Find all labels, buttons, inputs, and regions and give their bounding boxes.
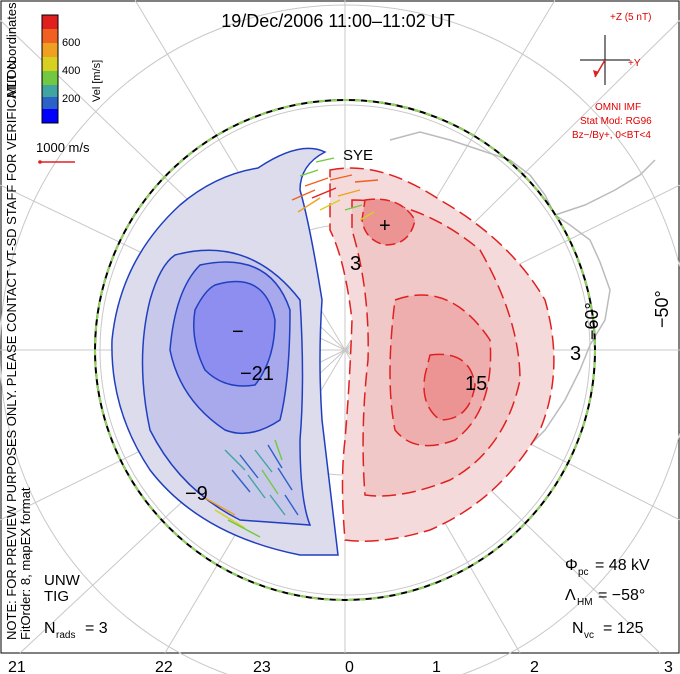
fit-order-note: FitOrder: 8, mapEX format <box>18 487 33 640</box>
preview-note: NOTE: FOR PREVIEW PURPOSES ONLY. PLEASE … <box>4 56 19 640</box>
velocity-vectors-nightside <box>204 439 299 538</box>
mlt-label-23: 23 <box>253 659 271 674</box>
mlt-label-0: 0 <box>345 659 354 674</box>
svg-text:N: N <box>44 620 56 637</box>
svg-text:rads: rads <box>56 630 75 641</box>
mlt-label-2: 2 <box>530 659 539 674</box>
lambda-hm-readout: Λ HM = −58° <box>565 587 645 608</box>
phi-pc-readout: Φ pc = 48 kV <box>565 557 650 578</box>
contour-label-minus21: −21 <box>240 363 274 385</box>
potential-max-marker: + <box>379 215 391 237</box>
n-rads-value: = 3 <box>85 620 108 637</box>
imf-stat-mod: Stat Mod: RG96 <box>580 116 652 127</box>
velocity-vectors-dayside <box>291 157 379 221</box>
imf-y-label: +Y <box>628 58 641 69</box>
vector-scale-label: 1000 m/s <box>36 140 90 155</box>
map-title: 19/Dec/2006 11:00–11:02 UT <box>221 11 455 31</box>
n-rads-readout: N rads = 3 <box>44 620 108 641</box>
svg-text:N: N <box>572 620 584 637</box>
n-vc-readout: N vc = 125 <box>572 620 644 641</box>
imf-z-label: +Z (5 nT) <box>610 12 651 23</box>
colorbar-tick-400: 400 <box>62 65 80 77</box>
coord-label: MLT coordinates <box>4 2 19 98</box>
negative-potential-cell <box>111 147 339 556</box>
potential-min-marker: − <box>232 321 244 343</box>
vector-scale-dot <box>38 160 42 164</box>
mlt-label-1: 1 <box>432 659 441 674</box>
imf-clock <box>580 35 630 85</box>
station-tig: TIG <box>44 588 69 605</box>
svg-text:vc: vc <box>584 630 594 641</box>
positive-potential-cell <box>329 167 555 542</box>
colorbar-tick-600: 600 <box>62 37 80 49</box>
colorbar <box>41 14 59 124</box>
colorbar-label: Vel [m/s] <box>91 60 103 102</box>
svg-text:HM: HM <box>577 597 593 608</box>
lat-label-60: −60° <box>582 302 602 340</box>
lambda-hm-value: = −58° <box>598 587 645 604</box>
svg-text:Φ: Φ <box>565 557 578 574</box>
colorbar-tick-200: 200 <box>62 93 80 105</box>
station-sye: SYE <box>343 147 373 164</box>
hm-boundary-dash <box>94 99 596 601</box>
lat-label-50: −50° <box>652 290 672 328</box>
peninsula-coast <box>554 159 656 216</box>
contour-label-minus9: −9 <box>185 483 208 505</box>
imf-bz-by: Bz−/By+, 0<BT<4 <box>572 130 651 141</box>
n-vc-value: = 125 <box>603 620 644 637</box>
imf-omni-label: OMNI IMF <box>595 102 641 113</box>
mlt-label-3: 3 <box>664 659 673 674</box>
contour-label-3-north: 3 <box>350 253 361 275</box>
svg-text:Λ: Λ <box>565 587 576 604</box>
coastline <box>389 131 611 479</box>
phi-pc-value: = 48 kV <box>595 557 650 574</box>
station-unw: UNW <box>44 572 81 589</box>
contour-label-3-east: 3 <box>570 343 581 365</box>
mlt-label-22: 22 <box>155 659 173 674</box>
mlt-label-21: 21 <box>8 659 26 674</box>
contour-label-15: 15 <box>465 373 487 395</box>
svg-text:pc: pc <box>578 567 589 578</box>
